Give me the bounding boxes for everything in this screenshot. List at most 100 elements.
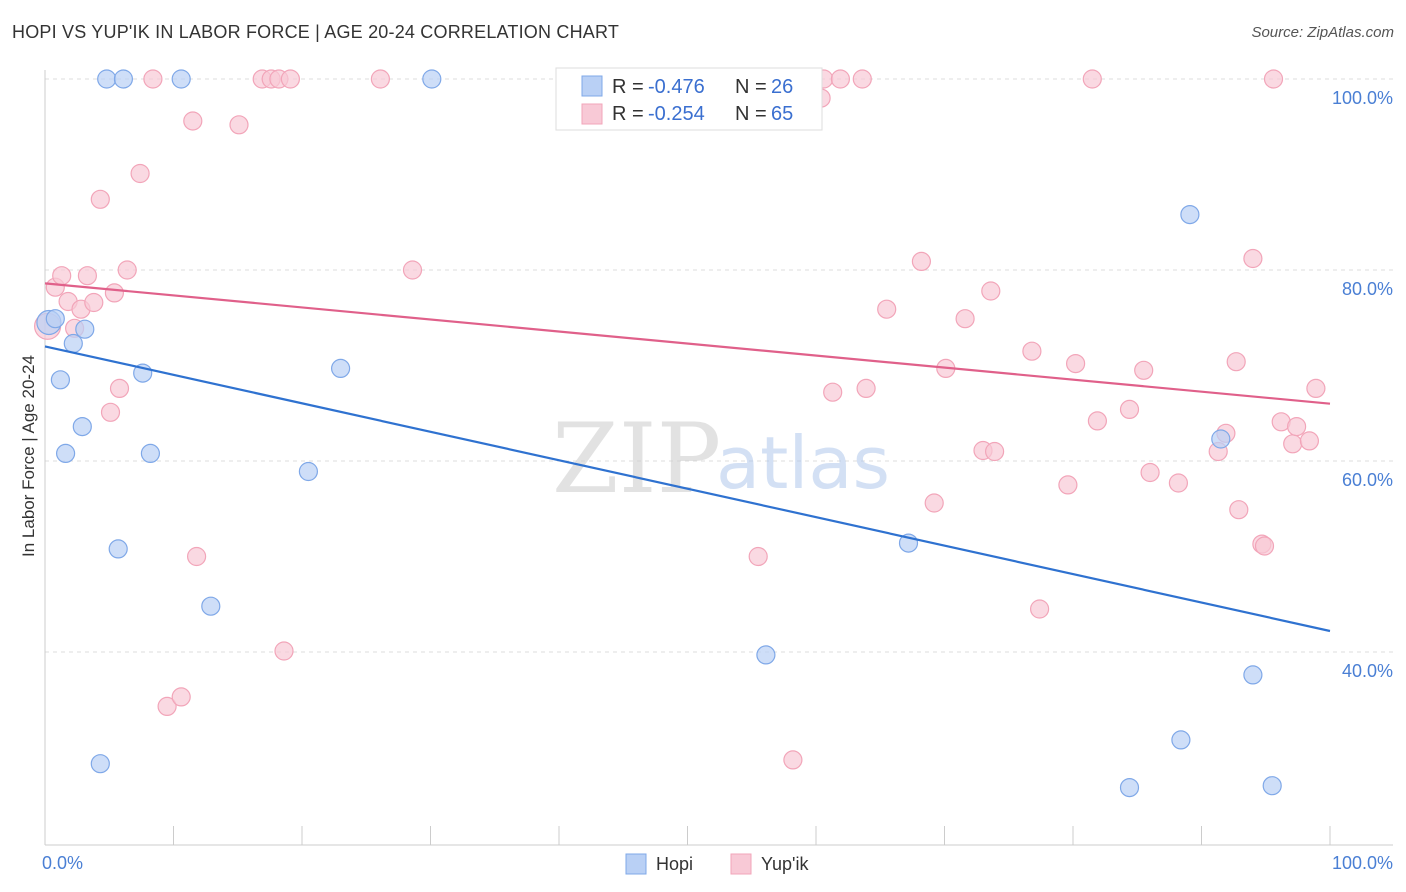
y-tick-label: 100.0% [1332, 88, 1393, 108]
bottom-legend-swatch-hopi [625, 853, 647, 875]
data-point-yupik [924, 493, 944, 513]
data-point-yupik [1168, 473, 1189, 493]
data-point-hopi [1262, 776, 1282, 796]
source-label: Source: ZipAtlas.com [1251, 24, 1394, 41]
data-point-yupik [52, 266, 72, 286]
data-point-yupik [143, 69, 163, 89]
watermark-atlas: atlas [716, 421, 890, 505]
data-point-yupik [877, 299, 897, 319]
data-point-yupik [187, 546, 207, 567]
legend-swatch-yupik [581, 103, 603, 125]
data-point-yupik [171, 687, 191, 707]
y-tick-label: 80.0% [1342, 279, 1393, 299]
data-point-hopi [298, 461, 318, 482]
data-point-yupik [90, 189, 110, 209]
y-axis-label: In Labor Force | Age 20-24 [19, 355, 38, 557]
bottom-legend-label-yupik: Yup'ik [761, 854, 809, 874]
data-point-yupik [955, 309, 975, 329]
legend-yupik-r-value: -0.254 [648, 103, 705, 125]
data-point-yupik [183, 111, 203, 131]
data-point-yupik [1134, 360, 1154, 380]
data-point-yupik [856, 378, 876, 398]
data-point-yupik [1263, 69, 1284, 89]
data-point-hopi [1211, 429, 1231, 449]
data-point-yupik [1058, 475, 1078, 495]
data-point-yupik [1229, 500, 1249, 520]
data-point-yupik [1254, 536, 1275, 556]
y-tick-labels: 100.0% 80.0% 60.0% 40.0% [1332, 88, 1393, 681]
data-point-yupik [1065, 354, 1086, 374]
data-point-yupik [274, 641, 294, 661]
legend-series: Hopi Yup'ik [625, 853, 809, 875]
legend-hopi-r-label: R = [612, 76, 644, 98]
data-point-yupik [981, 281, 1001, 301]
data-point-hopi [1243, 665, 1263, 685]
data-point-yupik [370, 69, 390, 89]
data-point-hopi [140, 443, 160, 463]
data-point-yupik [280, 69, 300, 89]
data-point-yupik [911, 251, 932, 271]
data-point-yupik [104, 283, 125, 303]
data-point-yupik [1022, 341, 1042, 361]
bottom-legend-label-hopi: Hopi [656, 854, 693, 874]
data-point-hopi [171, 69, 191, 89]
data-point-hopi [756, 645, 776, 665]
trend-lines [44, 282, 1331, 633]
data-point-hopi [1119, 777, 1140, 798]
data-point-hopi [113, 69, 134, 89]
y-tick-label: 60.0% [1342, 470, 1393, 490]
legend-stats: R = -0.476 N = 26 R = -0.254 N = 65 [555, 67, 823, 131]
trend-line-hopi [44, 345, 1331, 633]
x-tick-label-max: 100.0% [1332, 853, 1393, 873]
data-point-yupik [748, 546, 768, 567]
data-point-yupik [100, 402, 121, 422]
watermark-zip: ZIP [552, 403, 721, 515]
data-point-yupik [130, 163, 150, 184]
legend-hopi-n-label: N = [735, 76, 767, 98]
axes [44, 70, 1393, 846]
data-point-yupik [823, 382, 843, 402]
data-point-hopi [90, 754, 110, 774]
data-point-hopi [201, 596, 221, 616]
data-point-yupik [77, 266, 98, 286]
data-point-yupik [157, 696, 177, 717]
legend-yupik-r-label: R = [612, 103, 644, 125]
data-point-yupik [1299, 431, 1320, 451]
data-point-hopi [331, 358, 351, 378]
legend-swatch-hopi [581, 75, 603, 97]
data-point-hopi [108, 539, 128, 559]
data-point-hopi [55, 443, 76, 463]
data-point-yupik [229, 115, 249, 135]
data-point-hopi [75, 319, 95, 339]
legend-yupik-n-label: N = [735, 103, 767, 125]
data-point-yupik [402, 260, 423, 280]
data-point-yupik [1286, 417, 1307, 437]
data-point-yupik [1119, 399, 1140, 419]
data-point-yupik [830, 69, 851, 89]
series-hopi-points [36, 69, 1282, 798]
legend-yupik-n-value: 65 [771, 103, 793, 125]
bottom-legend-swatch-yupik [730, 853, 752, 875]
trend-line-yupik [44, 282, 1331, 405]
data-point-yupik [109, 378, 130, 398]
chart-title: HOPI VS YUP'IK IN LABOR FORCE | AGE 20-2… [12, 22, 620, 42]
x-tick-label-min: 0.0% [42, 853, 83, 873]
data-point-yupik [783, 750, 803, 770]
data-point-yupik [1087, 411, 1108, 431]
grid-lines [45, 78, 1393, 653]
y-tick-label: 40.0% [1342, 661, 1393, 681]
data-point-hopi [1180, 205, 1200, 225]
data-point-hopi [422, 69, 442, 89]
data-point-yupik [852, 69, 872, 89]
legend-hopi-r-value: -0.476 [648, 76, 705, 98]
legend-hopi-n-value: 26 [771, 76, 793, 98]
data-point-yupik [1306, 378, 1326, 398]
data-point-hopi [97, 69, 117, 89]
data-point-hopi [72, 417, 92, 437]
data-point-hopi [50, 370, 71, 390]
data-point-yupik [984, 441, 1005, 462]
data-point-hopi [45, 309, 65, 329]
data-point-yupik [1243, 248, 1263, 269]
data-point-yupik [84, 292, 104, 313]
